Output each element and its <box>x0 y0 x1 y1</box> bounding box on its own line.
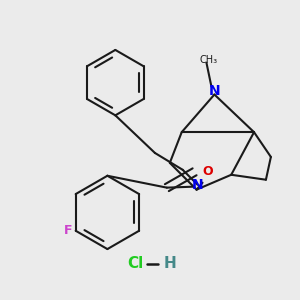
Text: F: F <box>64 224 73 237</box>
Text: CH₃: CH₃ <box>200 55 217 65</box>
Text: Cl: Cl <box>127 256 143 272</box>
Text: N: N <box>208 84 220 98</box>
Text: H: H <box>164 256 176 272</box>
Text: N: N <box>192 178 203 192</box>
Text: O: O <box>202 165 213 178</box>
